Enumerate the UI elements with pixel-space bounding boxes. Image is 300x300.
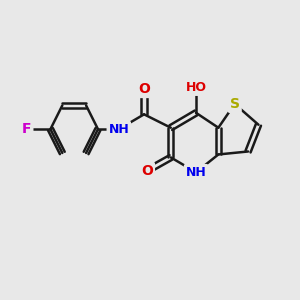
Text: O: O bbox=[141, 164, 153, 178]
Text: HO: HO bbox=[186, 81, 207, 94]
Text: NH: NH bbox=[108, 123, 129, 136]
Text: S: S bbox=[230, 97, 240, 111]
Text: F: F bbox=[22, 122, 32, 136]
Text: O: O bbox=[138, 82, 150, 96]
Text: NH: NH bbox=[186, 166, 206, 179]
